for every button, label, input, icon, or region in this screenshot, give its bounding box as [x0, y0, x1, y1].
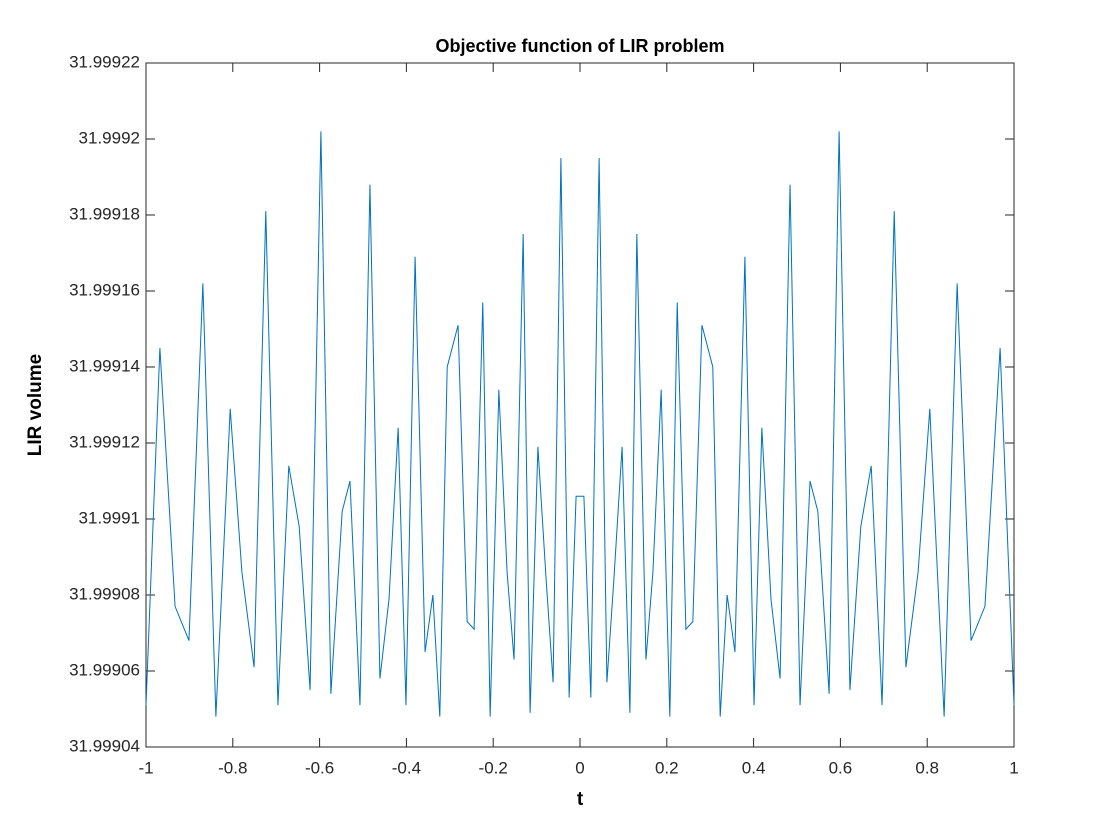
- y-tick-label: 31.99908: [69, 584, 140, 603]
- y-tick-label: 31.9991: [79, 508, 140, 527]
- x-tick-label: 0.6: [829, 758, 853, 777]
- x-tick-label: -0.6: [305, 758, 334, 777]
- x-tick-label: -0.2: [479, 758, 508, 777]
- x-axis-label: t: [577, 789, 584, 810]
- x-tick-label: 0.2: [655, 758, 679, 777]
- y-axis-label: LIR volume: [25, 354, 46, 456]
- x-tick-label: 0.8: [915, 758, 939, 777]
- x-tick-label: 0.4: [742, 758, 766, 777]
- x-tick-label: -0.4: [392, 758, 421, 777]
- x-tick-label: 0: [575, 758, 584, 777]
- x-tick-label: 1: [1009, 758, 1018, 777]
- x-tick-label: -0.8: [218, 758, 247, 777]
- plot-area: [145, 62, 1015, 748]
- y-tick-label: 31.99916: [69, 280, 140, 299]
- y-tick-label: 31.99914: [69, 356, 140, 375]
- data-line: [145, 131, 1015, 717]
- y-tick-label: 31.99918: [69, 204, 140, 223]
- y-tick-label: 31.9992: [79, 128, 140, 147]
- y-tick-label: 31.99904: [69, 736, 140, 755]
- x-tick-label: -1: [138, 758, 153, 777]
- y-tick-label: 31.99912: [69, 432, 140, 451]
- chart-title: Objective function of LIR problem: [435, 36, 724, 56]
- y-tick-label: 31.99922: [69, 52, 140, 71]
- y-tick-label: 31.99906: [69, 660, 140, 679]
